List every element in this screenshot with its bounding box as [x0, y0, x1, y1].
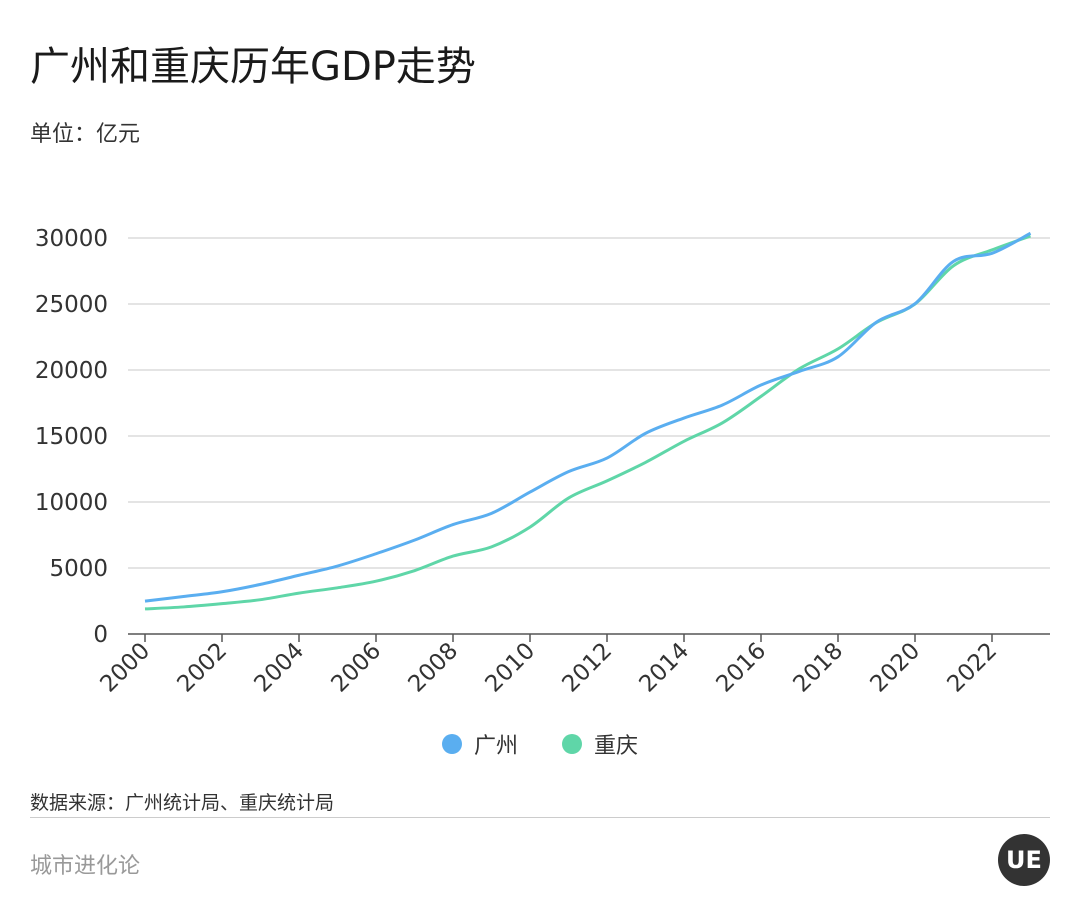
x-tick-label: 2002: [172, 638, 232, 698]
y-tick-label: 30000: [35, 226, 108, 252]
legend-label: 重庆: [594, 734, 639, 759]
legend-item-chongqing[interactable]: 重庆: [562, 728, 638, 760]
x-tick-label: 2012: [557, 638, 617, 698]
series-line-guangzhou: [144, 231, 1032, 603]
y-tick-label: 20000: [35, 358, 108, 384]
legend-dot-icon: [441, 734, 462, 754]
x-tick-label: 2020: [865, 638, 925, 698]
chart-title: 广州和重庆历年GDP走势: [30, 44, 476, 90]
legend: 广州 重庆: [0, 728, 1080, 760]
legend-dot-icon: [562, 734, 582, 754]
footer-brand: 城市进化论: [30, 854, 141, 879]
divider: [30, 817, 1050, 818]
legend-label: 广州: [473, 734, 518, 759]
y-tick-label: 10000: [35, 490, 108, 516]
y-tick-label: 5000: [49, 556, 108, 582]
x-tick-label: 2014: [634, 638, 694, 698]
brand-logo: UE: [998, 834, 1050, 886]
data-source: 数据来源：广州统计局、重庆统计局: [30, 792, 335, 814]
x-tick-label: 2022: [942, 638, 1002, 698]
x-tick-label: 2008: [403, 638, 463, 698]
y-tick-label: 25000: [35, 292, 108, 318]
y-tick-label: 0: [93, 622, 108, 648]
legend-item-guangzhou[interactable]: 广州: [441, 728, 518, 760]
x-tick-label: 2016: [711, 638, 771, 698]
x-tick-label: 2018: [788, 638, 848, 698]
x-tick-label: 2006: [326, 638, 386, 698]
y-tick-label: 15000: [35, 424, 108, 450]
unit-label: 单位：亿元: [30, 122, 141, 147]
series-line-chongqing: [144, 234, 1032, 611]
x-tick-label: 2010: [480, 638, 540, 698]
x-tick-label: 2004: [249, 638, 309, 698]
